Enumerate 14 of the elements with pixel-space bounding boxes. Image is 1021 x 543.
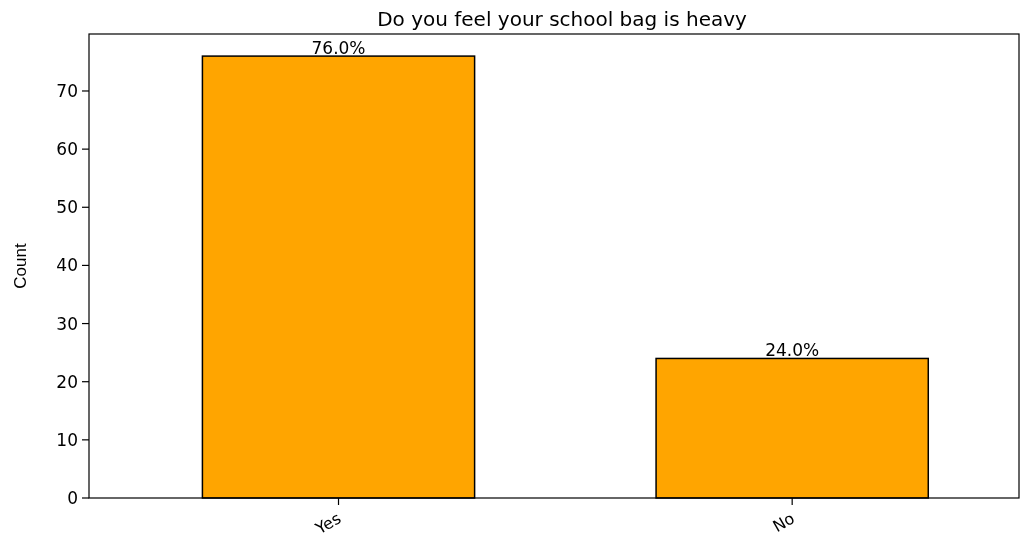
- y-tick-label: 50: [56, 197, 78, 218]
- data-label: 76.0%: [311, 38, 366, 59]
- data-label: 24.0%: [765, 340, 820, 361]
- y-tick-label: 60: [56, 139, 78, 160]
- y-tick-label: 20: [56, 371, 78, 392]
- y-axis-title: Count: [11, 243, 30, 289]
- x-tick-label: No: [769, 508, 798, 537]
- y-tick-label: 10: [56, 429, 78, 450]
- y-tick-label: 70: [56, 80, 78, 101]
- x-tick-label: Yes: [311, 508, 345, 539]
- y-tick-label: 40: [56, 255, 78, 276]
- y-tick-label: 30: [56, 313, 78, 334]
- chart-title: Do you feel your school bag is heavy: [377, 7, 748, 31]
- y-tick-label: 0: [67, 487, 78, 508]
